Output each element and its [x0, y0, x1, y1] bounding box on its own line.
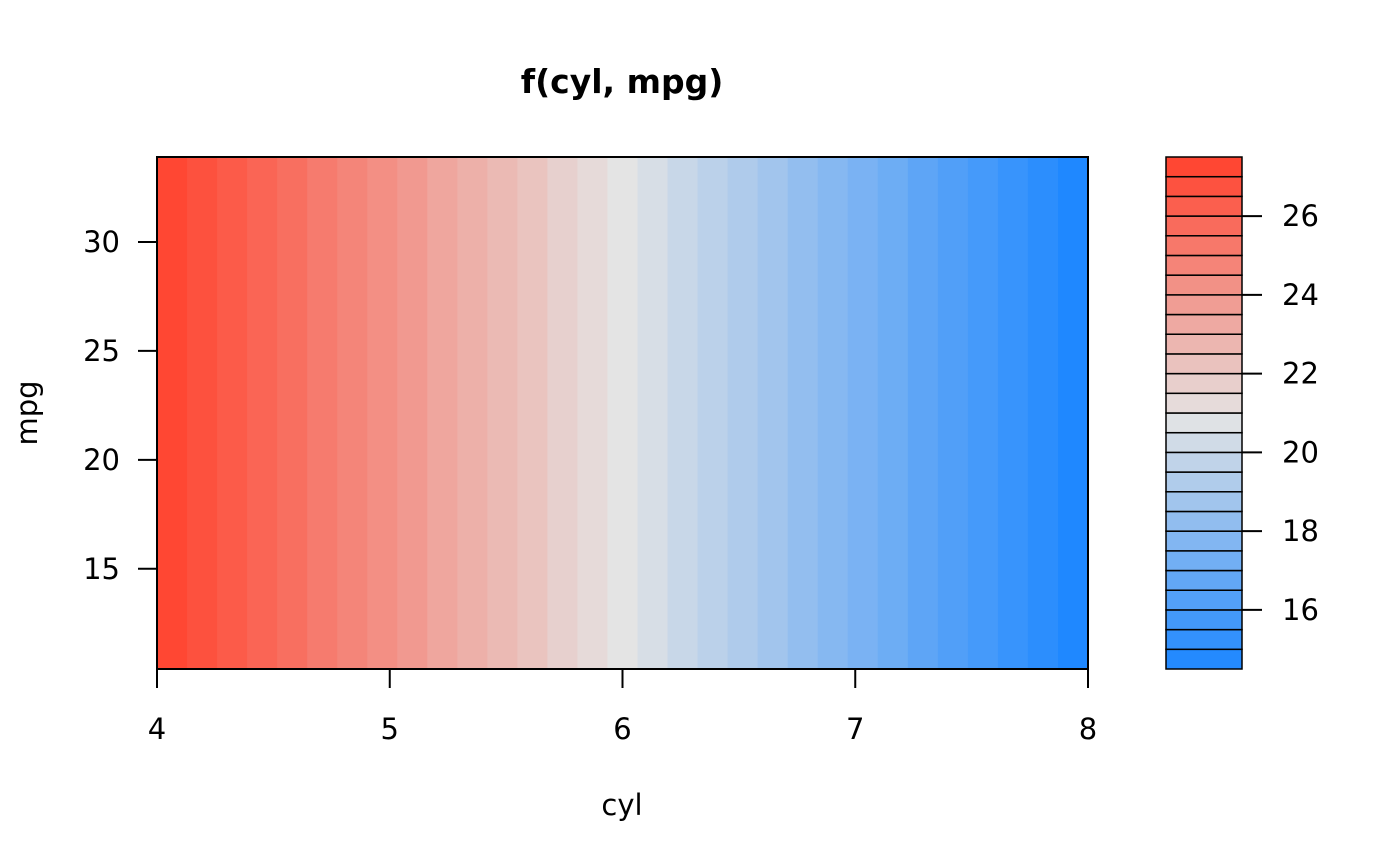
heatmap-cell: [307, 157, 338, 669]
legend-swatch: [1165, 195, 1243, 217]
heatmap-cells: [157, 157, 1089, 669]
heatmap-cell: [367, 157, 398, 669]
legend-swatch: [1165, 550, 1243, 572]
heatmap-cell: [877, 157, 909, 669]
y-tick-label: 15: [83, 552, 120, 586]
chart-title: f(cyl, mpg): [521, 62, 724, 101]
legend-swatch: [1165, 628, 1243, 651]
legend-swatch: [1165, 431, 1243, 454]
legend-tick-label: 26: [1282, 199, 1319, 233]
legend-swatch: [1165, 294, 1243, 316]
legend-swatch: [1165, 589, 1243, 611]
legend-swatch: [1165, 353, 1243, 375]
y-tick-label: 30: [83, 225, 120, 259]
y-axis: 15 20 25 30: [83, 225, 158, 586]
heatmap-cell: [967, 157, 999, 669]
heatmap-cell: [547, 157, 579, 669]
heatmap-cell: [337, 157, 368, 669]
legend-swatch: [1165, 648, 1243, 670]
heatmap-cell: [187, 157, 218, 669]
heatmap-cell: [697, 157, 729, 669]
heatmap-cell: [427, 157, 458, 669]
heatmap-cell: [607, 157, 639, 669]
heatmap-cell: [1027, 157, 1059, 669]
legend-swatch: [1165, 313, 1243, 335]
legend-swatch: [1165, 530, 1243, 552]
heatmap-cell: [637, 157, 669, 669]
legend-swatch: [1165, 333, 1243, 355]
legend-swatch: [1165, 274, 1243, 296]
color-legend: 16 18 20 22 24 26: [1165, 156, 1319, 670]
legend-swatch: [1165, 510, 1243, 532]
legend-tick-label: 24: [1282, 278, 1319, 312]
y-tick-label: 20: [83, 443, 120, 477]
heatmap-cell: [667, 157, 699, 669]
legend-swatch: [1165, 372, 1243, 395]
heatmap-cell: [817, 157, 849, 669]
heatmap-cell: [937, 157, 969, 669]
legend-tick-label: 16: [1282, 593, 1319, 627]
x-tick-label: 5: [381, 712, 399, 746]
heatmap-cell: [457, 157, 488, 669]
x-tick-label: 4: [148, 712, 166, 746]
heatmap-cell: [157, 157, 188, 669]
legend-swatch: [1165, 254, 1243, 276]
legend-swatch: [1165, 471, 1243, 493]
heatmap-cell: [1057, 157, 1089, 669]
legend-swatch: [1165, 156, 1243, 178]
heatmap-cell: [787, 157, 819, 669]
legend-tick-label: 22: [1282, 357, 1319, 391]
heatmap-cell: [577, 157, 609, 669]
legend-swatch: [1165, 412, 1243, 434]
x-axis-label: cyl: [601, 788, 642, 822]
heatmap-cell: [727, 157, 759, 669]
x-tick-label: 6: [613, 712, 631, 746]
heatmap-cell: [757, 157, 789, 669]
legend-swatch: [1165, 235, 1243, 257]
heatmap-cell: [247, 157, 278, 669]
heatmap-cell: [397, 157, 428, 669]
heatmap-cell: [277, 157, 308, 669]
legend-swatch: [1165, 609, 1243, 631]
legend-swatch: [1165, 175, 1243, 198]
heatmap-cell: [487, 157, 518, 669]
heatmap-cell: [847, 157, 879, 669]
heatmap-cell: [997, 157, 1029, 669]
x-tick-label: 7: [846, 712, 864, 746]
legend-tick-label: 18: [1282, 514, 1319, 548]
x-tick-label: 8: [1079, 712, 1097, 746]
heatmap-cell: [217, 157, 248, 669]
legend-swatch: [1165, 392, 1243, 414]
y-tick-label: 25: [83, 334, 120, 368]
legend-tick-label: 20: [1282, 435, 1319, 469]
legend-swatch: [1165, 215, 1243, 237]
x-axis: 4 5 6 7 8: [148, 668, 1097, 746]
heatmap-cell: [907, 157, 939, 669]
y-axis-label: mpg: [10, 380, 44, 445]
heatmap-cell: [517, 157, 549, 669]
legend-swatch: [1165, 569, 1243, 591]
legend-swatch: [1165, 451, 1243, 473]
legend-swatch: [1165, 491, 1243, 513]
